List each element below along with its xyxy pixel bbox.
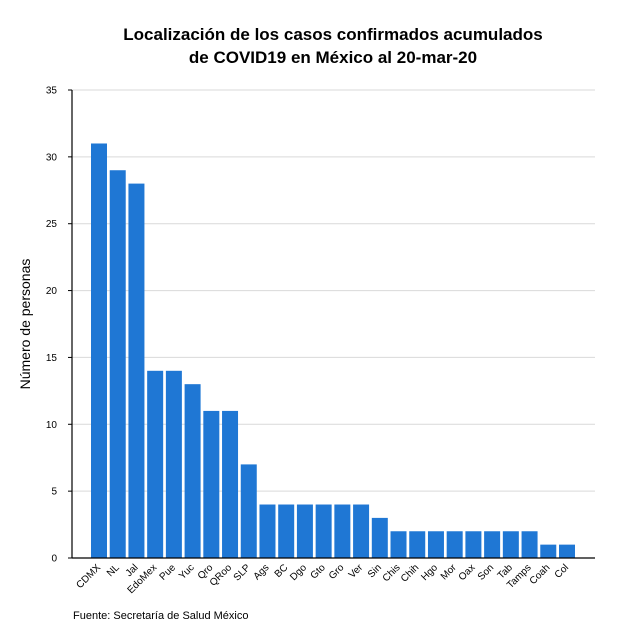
bar-SLP xyxy=(240,464,257,558)
x-tick-label-BC: BC xyxy=(273,562,291,580)
x-tick-label-Gro: Gro xyxy=(327,562,347,582)
chart-title-line-2: de COVID19 en México al 20-mar-20 xyxy=(189,48,477,67)
bar-Son xyxy=(484,531,501,558)
bar-Tamps xyxy=(521,531,538,558)
x-tick-label-Ags: Ags xyxy=(252,562,272,582)
x-tick-label-Hgo: Hgo xyxy=(419,562,440,583)
y-tick-label-30: 30 xyxy=(46,152,58,163)
bar-Hgo xyxy=(427,531,444,558)
x-tick-label-NL: NL xyxy=(105,562,122,579)
x-tick-label-Son: Son xyxy=(476,562,496,582)
y-tick-label-15: 15 xyxy=(46,353,58,364)
y-tick-label-10: 10 xyxy=(46,420,58,431)
bar-Sin xyxy=(371,517,388,558)
bar-QRoo xyxy=(222,410,239,558)
bar-Tab xyxy=(502,531,519,558)
bar-Col xyxy=(559,544,575,558)
x-tick-label-Mor: Mor xyxy=(439,562,459,582)
y-tick-label-5: 5 xyxy=(51,487,57,498)
bar-Ver xyxy=(353,504,370,558)
bar-Dgo xyxy=(296,504,313,558)
x-tick-label-QRoo: QRoo xyxy=(208,562,235,589)
bars xyxy=(91,143,575,558)
source-caption: Fuente: Secretaría de Salud México xyxy=(73,610,248,622)
bar-Jal xyxy=(128,183,145,558)
x-tick-label-CDMX: CDMX xyxy=(75,562,104,591)
y-tick-label-20: 20 xyxy=(46,286,58,297)
bar-Coah xyxy=(540,544,557,558)
bar-Chih xyxy=(409,531,426,558)
bar-BC xyxy=(278,504,295,558)
x-tick-label-Dgo: Dgo xyxy=(288,562,309,583)
bar-Ags xyxy=(259,504,276,558)
bar-Mor xyxy=(446,531,463,558)
x-tick-label-Ver: Ver xyxy=(347,562,366,581)
bar-Qro xyxy=(203,410,220,558)
x-tick-label-Yuc: Yuc xyxy=(177,562,197,582)
y-tick-label-35: 35 xyxy=(46,86,58,97)
bar-Yuc xyxy=(184,384,201,558)
y-tick-label-25: 25 xyxy=(46,219,58,230)
x-tick-label-Oax: Oax xyxy=(457,562,478,583)
x-tick-label-Chis: Chis xyxy=(381,562,403,584)
bar-Chis xyxy=(390,531,407,558)
chart-title-line-1: Localización de los casos confirmados ac… xyxy=(123,25,542,44)
y-tick-label-0: 0 xyxy=(51,554,57,565)
bar-NL xyxy=(109,170,126,558)
x-tick-label-Coah: Coah xyxy=(528,562,553,587)
bar-EdoMex xyxy=(147,370,164,558)
bar-Oax xyxy=(465,531,482,558)
bar-Gro xyxy=(334,504,351,558)
x-tick-label-Chih: Chih xyxy=(399,562,421,584)
x-tick-label-Col: Col xyxy=(553,562,571,580)
x-tick-label-Pue: Pue xyxy=(158,562,179,583)
y-axis-label: Número de personas xyxy=(17,259,33,390)
bar-CDMX xyxy=(91,143,107,558)
x-tick-label-SLP: SLP xyxy=(232,562,253,583)
x-tick-label-Gto: Gto xyxy=(309,562,328,581)
bar-Pue xyxy=(165,370,182,558)
y-tick-labels: 0 5 10 15 20 25 30 35 xyxy=(46,86,58,565)
axes xyxy=(68,89,595,559)
bar-Gto xyxy=(315,504,332,558)
